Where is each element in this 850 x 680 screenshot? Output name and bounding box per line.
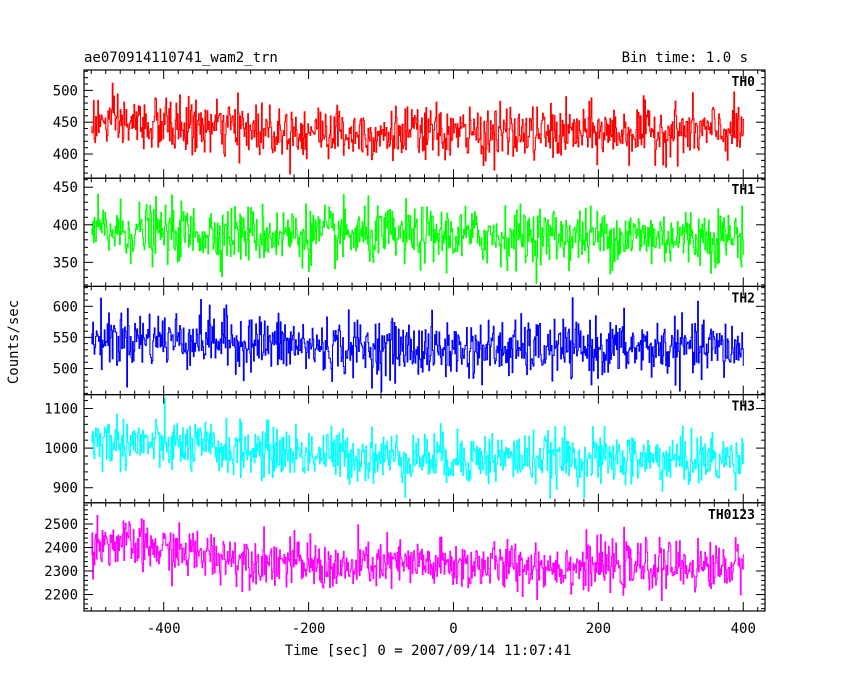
x-tick-label: -400 bbox=[147, 621, 181, 637]
panel-label-th0: TH0 bbox=[732, 75, 756, 90]
y-tick-label: 900 bbox=[53, 481, 78, 497]
panel-frame-th1 bbox=[83, 177, 766, 287]
series-line-th0123 bbox=[91, 515, 744, 602]
x-tick-label: -200 bbox=[292, 621, 326, 637]
y-tick-label: 450 bbox=[53, 115, 78, 131]
y-tick-label: 1100 bbox=[44, 401, 78, 417]
x-tick-label: 0 bbox=[449, 621, 457, 637]
panel-label-th2: TH2 bbox=[732, 291, 755, 306]
x-axis-label: Time [sec] 0 = 2007/09/14 11:07:41 bbox=[285, 643, 572, 659]
series-line-th2 bbox=[91, 297, 744, 392]
x-tick-label: 200 bbox=[586, 621, 611, 637]
y-tick-label: 550 bbox=[53, 330, 78, 346]
y-tick-label: 2500 bbox=[44, 517, 78, 533]
series-line-th3 bbox=[91, 397, 744, 499]
x-tick-label: 400 bbox=[731, 621, 756, 637]
y-tick-label: 450 bbox=[53, 180, 78, 196]
bin-time-label: Bin time: 1.0 s bbox=[622, 50, 748, 66]
series-line-th0 bbox=[91, 82, 744, 175]
y-axis-label: Counts/sec bbox=[6, 300, 22, 384]
y-tick-label: 2400 bbox=[44, 540, 78, 556]
observation-id-label: ae070914110741_wam2_trn bbox=[84, 50, 278, 66]
y-tick-label: 2300 bbox=[44, 564, 78, 580]
y-tick-label: 500 bbox=[53, 83, 78, 99]
panels-group: 400 450 500 TH0 350 400 450 TH1 500 550 600 TH2 900 1… bbox=[44, 69, 766, 637]
y-tick-label: 1000 bbox=[44, 441, 78, 457]
y-tick-label: 500 bbox=[53, 361, 78, 377]
y-tick-label: 600 bbox=[53, 299, 78, 315]
series-line-th1 bbox=[91, 193, 744, 285]
y-tick-label: 350 bbox=[53, 255, 78, 271]
panel-label-th0123: TH0123 bbox=[708, 508, 755, 523]
panel-label-th3: TH3 bbox=[732, 400, 755, 415]
y-tick-label: 400 bbox=[53, 147, 78, 163]
panel-label-th1: TH1 bbox=[732, 183, 756, 198]
y-tick-label: 2200 bbox=[44, 588, 78, 604]
y-tick-label: 400 bbox=[53, 218, 78, 234]
panel-frame-th2 bbox=[83, 285, 766, 396]
